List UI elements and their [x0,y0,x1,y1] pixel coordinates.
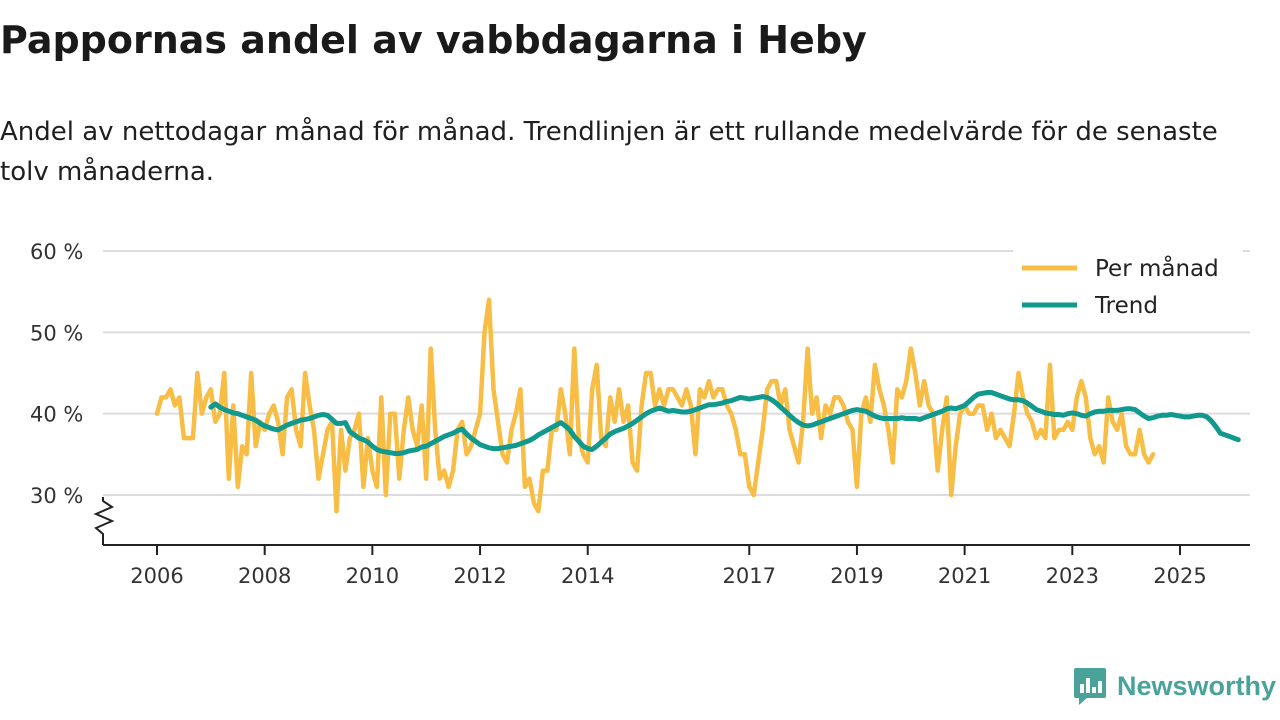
legend: Per månad Trend [1013,247,1243,329]
chart-title: Pappornas andel av vabbdagarna i Heby [0,18,867,62]
x-tick-label: 2012 [453,564,506,588]
chart-subtitle: Andel av nettodagar månad för månad. Tre… [0,117,1218,187]
y-tick-label: 40 % [30,403,83,427]
line-chart: 30 % 40 % 50 % 60 % 2006 2008 2010 2012 2014 201… [30,240,1250,588]
x-tick-label: 2021 [938,564,991,588]
series-lines [154,297,1241,514]
brand-name: Newsworthy [1116,670,1276,701]
x-tick-label: 2025 [1153,564,1206,588]
x-axis: 2006 2008 2010 2012 2014 2017 2019 2021 2023 2025 [93,497,1250,588]
axis-break-icon [93,497,115,545]
legend-background [1013,247,1243,329]
series-line-per-manad [154,297,1156,514]
y-tick-label: 60 % [30,240,83,264]
x-tick-label: 2023 [1046,564,1099,588]
legend-label: Per månad [1095,254,1219,282]
x-tick-label: 2008 [238,564,291,588]
y-axis-tick-labels: 30 % 40 % 50 % 60 % [30,240,83,508]
x-tick-label: 2014 [561,564,614,588]
x-tick-label: 2019 [830,564,883,588]
x-tick-label: 2017 [723,564,776,588]
y-tick-label: 50 % [30,321,83,345]
newsworthy-logo-icon [1073,668,1106,705]
series-line-trend [208,390,1241,456]
y-tick-label: 30 % [30,484,83,508]
x-tick-label: 2010 [346,564,399,588]
brand-logo: Newsworthy [1073,666,1276,706]
legend-label: Trend [1094,293,1158,319]
x-tick-label: 2006 [130,564,183,588]
